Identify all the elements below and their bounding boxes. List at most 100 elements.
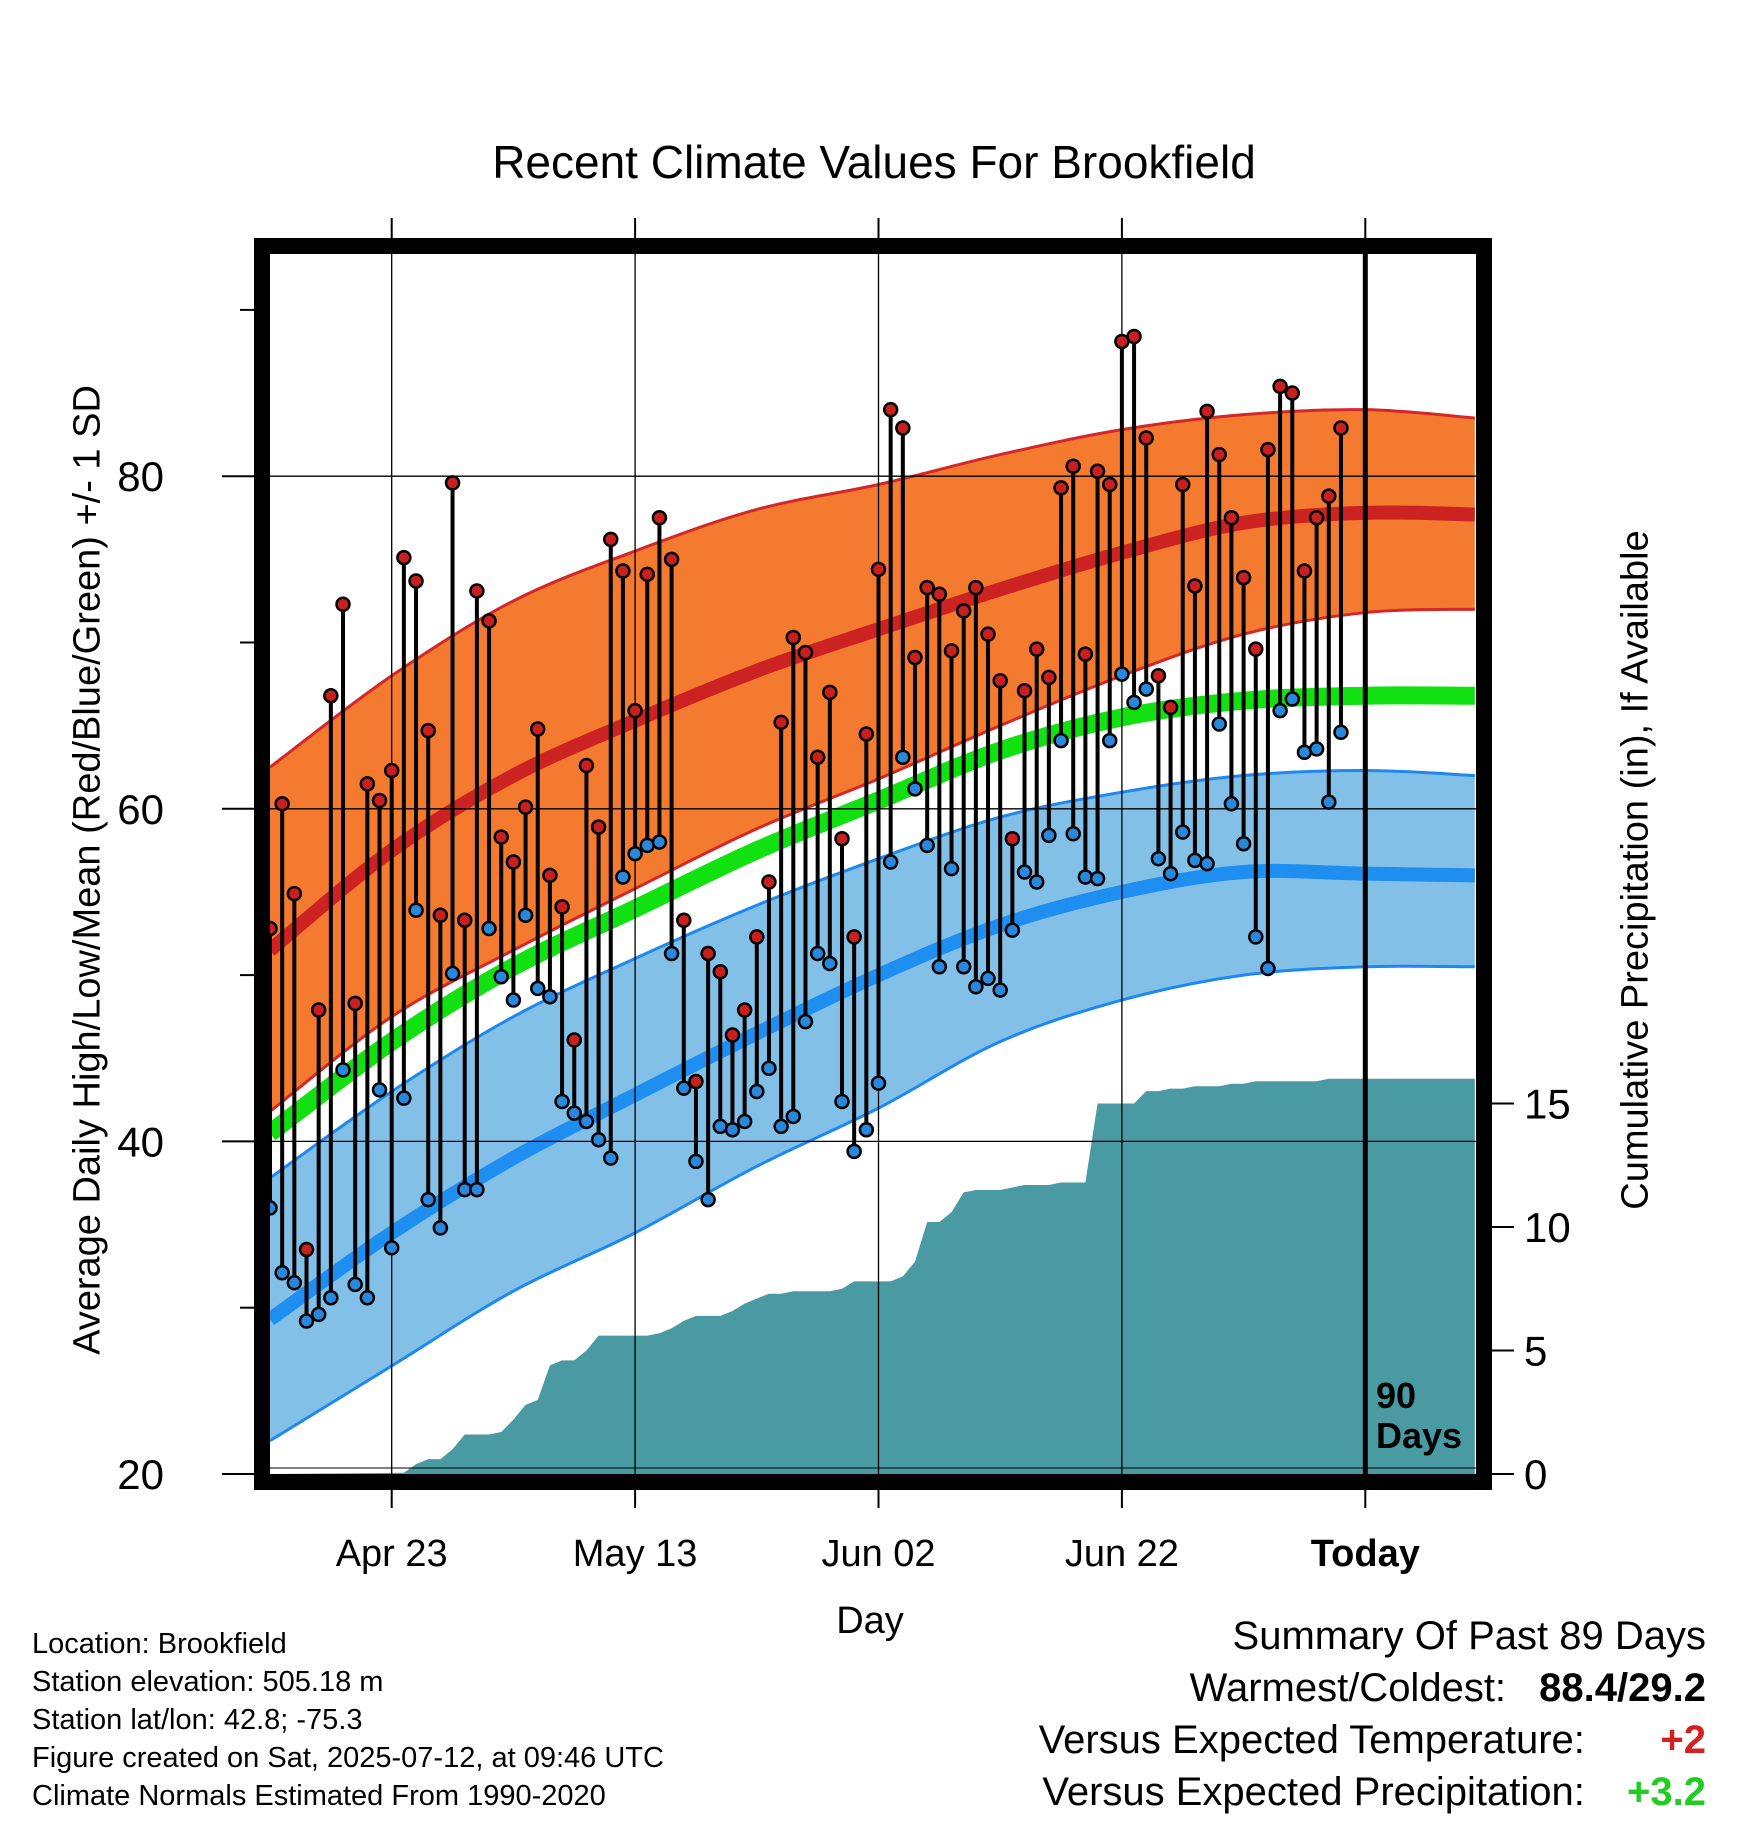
obs-high-point bbox=[907, 649, 923, 666]
obs-high-point bbox=[1235, 569, 1252, 586]
obs-high-point bbox=[1065, 458, 1081, 474]
obs-low-point bbox=[371, 1082, 388, 1098]
obs-low-point bbox=[809, 945, 826, 962]
obs-low-point bbox=[688, 1153, 704, 1170]
obs-high-point bbox=[676, 912, 692, 928]
obs-low-point bbox=[968, 978, 984, 995]
obs-low-point bbox=[1162, 865, 1179, 882]
obs-high-point bbox=[1347, 0, 1360, 7]
obs-low-point bbox=[603, 1150, 619, 1166]
obs-low-point bbox=[1284, 691, 1301, 707]
obs-low-point bbox=[870, 1075, 887, 1091]
obs-low-point bbox=[432, 1220, 449, 1236]
obs-high-point bbox=[1248, 641, 1264, 657]
obs-high-point bbox=[493, 829, 509, 845]
info-normals: Climate Normals Estimated From 1990-2020 bbox=[32, 1780, 606, 1812]
obs-high-point bbox=[1041, 669, 1057, 686]
obs-low-point bbox=[1321, 794, 1337, 810]
obs-high-point bbox=[1223, 510, 1240, 526]
obs-high-point bbox=[1053, 480, 1069, 496]
obs-high-point bbox=[529, 721, 546, 737]
obs-high-point bbox=[858, 726, 875, 742]
obs-low-point bbox=[1211, 716, 1228, 732]
obs-low-point bbox=[1004, 922, 1021, 938]
obs-high-point bbox=[1321, 488, 1337, 504]
obs-high-point bbox=[566, 1032, 582, 1048]
obs-high-point bbox=[590, 819, 607, 835]
x-tick-label: Jun 22 bbox=[1065, 1533, 1179, 1575]
obs-low-point bbox=[359, 1289, 376, 1306]
obs-high-point bbox=[627, 702, 643, 719]
obs-low-point bbox=[992, 982, 1008, 998]
obs-low-point bbox=[1077, 869, 1094, 885]
y2-tick-label: 5 bbox=[1524, 1328, 1547, 1375]
x-tick-label: May 13 bbox=[573, 1533, 698, 1575]
obs-low-point bbox=[676, 1080, 692, 1096]
obs-high-point bbox=[469, 583, 485, 599]
obs-high-point bbox=[809, 749, 826, 765]
obs-high-point bbox=[444, 475, 461, 491]
chart-title: Recent Climate Values For Brookfield bbox=[492, 136, 1256, 188]
obs-high-point bbox=[663, 551, 680, 568]
obs-low-point bbox=[1041, 827, 1057, 844]
obs-high-point bbox=[542, 867, 558, 884]
obs-low-point bbox=[749, 1083, 765, 1100]
summary-title: Summary Of Past 89 Days bbox=[1232, 1614, 1706, 1658]
obs-low-point bbox=[286, 1275, 303, 1291]
obs-low-point bbox=[529, 980, 546, 997]
obs-low-point bbox=[444, 965, 461, 982]
obs-low-point bbox=[1199, 855, 1215, 872]
obs-low-point bbox=[822, 955, 838, 972]
obs-low-point bbox=[943, 860, 960, 877]
obs-low-point bbox=[420, 1191, 436, 1208]
obs-low-point bbox=[834, 1093, 850, 1110]
y-tick-label: 20 bbox=[117, 1451, 164, 1498]
obs-high-point bbox=[420, 722, 436, 739]
obs-high-point bbox=[1296, 563, 1313, 579]
obs-high-point bbox=[1016, 682, 1033, 699]
obs-low-point bbox=[347, 1276, 363, 1293]
obs-high-point bbox=[347, 995, 363, 1012]
obs-low-point bbox=[1028, 874, 1045, 890]
obs-low-point bbox=[882, 854, 899, 870]
obs-low-point bbox=[481, 920, 497, 937]
obs-low-point bbox=[907, 781, 923, 797]
obs-low-point bbox=[761, 1060, 777, 1076]
y2-tick-label: 10 bbox=[1524, 1204, 1571, 1251]
obs-low-point bbox=[1223, 796, 1240, 812]
obs-high-point bbox=[408, 573, 424, 589]
y2-axis-label: Cumulative Precipitation (in), If Availa… bbox=[1614, 530, 1657, 1210]
obs-low-point bbox=[1089, 870, 1106, 887]
obs-low-point bbox=[1308, 741, 1325, 757]
axes: Apr 23 May 13 Jun 02 Jun 22 Today 20 40 60 80 0 5 1… bbox=[117, 218, 1571, 1575]
obs-low-point bbox=[736, 1113, 753, 1130]
obs-low-point bbox=[931, 959, 948, 975]
obs-high-point bbox=[834, 830, 850, 847]
obs-high-point bbox=[371, 792, 388, 809]
obs-low-point bbox=[1272, 702, 1288, 719]
obs-low-point bbox=[955, 959, 972, 975]
obs-high-point bbox=[517, 799, 534, 815]
obs-low-point bbox=[615, 869, 631, 885]
y-axis-label: Average Daily High/Low/Mean (Red/Blue/Gr… bbox=[66, 385, 109, 1355]
obs-low-point bbox=[627, 845, 643, 862]
temp-label: Versus Expected Temperature: bbox=[1038, 1718, 1585, 1762]
obs-high-point bbox=[1028, 641, 1045, 657]
summary-precipitation: Versus Expected Precipitation: +3.2 bbox=[1042, 1770, 1706, 1815]
obs-high-point bbox=[383, 762, 400, 779]
obs-high-point bbox=[1138, 430, 1154, 446]
obs-high-point bbox=[396, 549, 412, 566]
today-days-number: 90 bbox=[1376, 1375, 1417, 1416]
obs-high-point bbox=[1333, 420, 1349, 436]
obs-low-point bbox=[469, 1181, 485, 1198]
obs-high-point bbox=[895, 420, 911, 436]
obs-high-point bbox=[1126, 328, 1142, 345]
obs-high-point bbox=[505, 854, 522, 870]
obs-low-point bbox=[298, 1313, 315, 1329]
obs-low-point bbox=[310, 1306, 327, 1323]
obs-high-point bbox=[1175, 476, 1191, 493]
obs-low-point bbox=[408, 902, 424, 918]
obs-high-point bbox=[615, 563, 631, 579]
obs-low-point bbox=[980, 970, 996, 987]
obs-low-point bbox=[517, 907, 534, 923]
